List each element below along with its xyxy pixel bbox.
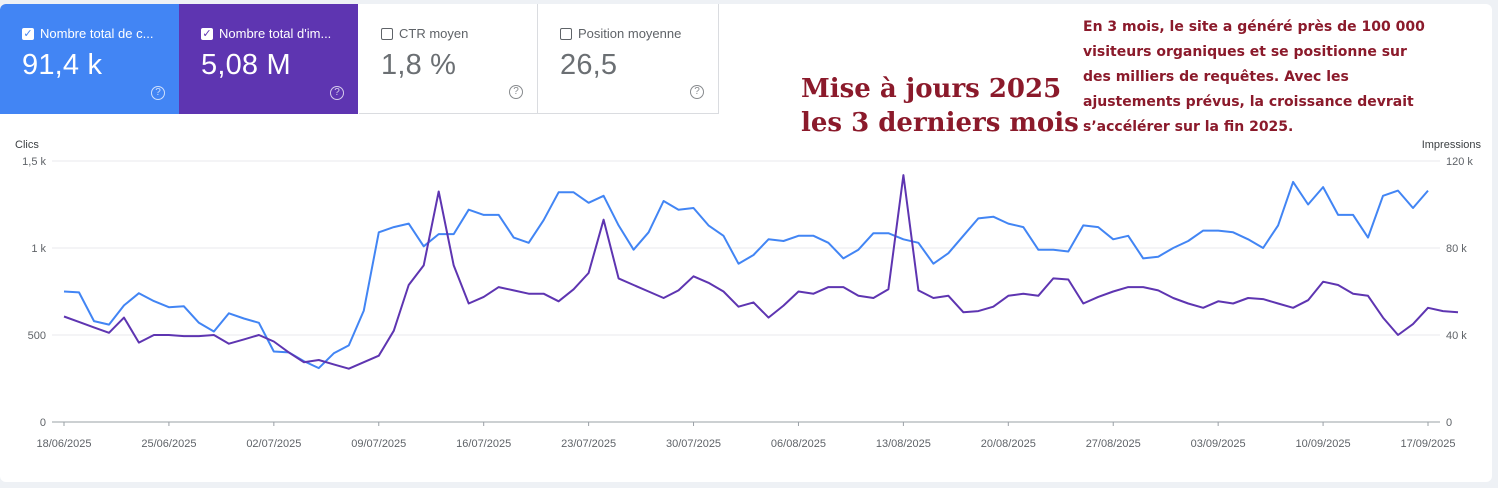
help-icon[interactable]: ? — [330, 86, 344, 100]
x-tick-label: 06/08/2025 — [771, 438, 826, 450]
annotation-body: En 3 mois, le site a généré près de 100 … — [1083, 19, 1425, 135]
x-tick-label: 13/08/2025 — [876, 438, 931, 450]
y-tick-right-label: 80 k — [1446, 243, 1467, 255]
x-tick-label: 20/08/2025 — [981, 438, 1036, 450]
x-tick-label: 09/07/2025 — [351, 438, 406, 450]
x-tick-label: 02/07/2025 — [246, 438, 301, 450]
metric-card-header: ✓ Nombre total de c... — [22, 26, 172, 41]
metric-card-ctr[interactable]: CTR moyen 1,8 % ? — [359, 4, 538, 114]
y-axis-right-title: Impressions — [1422, 139, 1482, 151]
x-tick-label: 16/07/2025 — [456, 438, 511, 450]
x-tick-label: 10/09/2025 — [1296, 438, 1351, 450]
metric-label: CTR moyen — [399, 26, 469, 41]
metric-card-header: Position moyenne — [560, 26, 710, 41]
metric-card-position[interactable]: Position moyenne 26,5 ? — [538, 4, 719, 114]
metric-label: Nombre total d'im... — [219, 26, 332, 41]
x-tick-label: 25/06/2025 — [141, 438, 196, 450]
help-icon[interactable]: ? — [151, 86, 165, 100]
metric-card-header: ✓ Nombre total d'im... — [201, 26, 351, 41]
x-tick-label: 27/08/2025 — [1086, 438, 1141, 450]
x-tick-label: 17/09/2025 — [1400, 438, 1455, 450]
metric-card-header: CTR moyen — [381, 26, 531, 41]
checkbox-checked-icon[interactable]: ✓ — [22, 27, 34, 40]
y-tick-left-label: 0 — [40, 417, 46, 429]
help-icon[interactable]: ? — [509, 85, 523, 99]
y-tick-right-label: 0 — [1446, 417, 1452, 429]
help-icon[interactable]: ? — [690, 85, 704, 99]
annotation-title: Mise à jours 2025 les 3 derniers mois — [801, 74, 1079, 138]
performance-line-chart: Clics Impressions 0 0 500 40 k 1 k 80 k 1,5 k 120… — [15, 139, 1482, 450]
y-tick-right-label: 120 k — [1446, 156, 1473, 168]
metric-card-clicks[interactable]: ✓ Nombre total de c... 91,4 k ? — [0, 4, 179, 114]
metric-label: Position moyenne — [578, 26, 682, 41]
y-tick-left-label: 1,5 k — [22, 156, 46, 168]
x-tick-label: 18/06/2025 — [36, 438, 91, 450]
metric-card-impressions[interactable]: ✓ Nombre total d'im... 5,08 M ? — [179, 4, 358, 114]
impressions-series-line[interactable] — [63, 174, 1459, 370]
x-tick-label: 23/07/2025 — [561, 438, 616, 450]
y-tick-right-label: 40 k — [1446, 330, 1467, 342]
metric-value: 1,8 % — [381, 49, 457, 81]
metric-value: 5,08 M — [201, 49, 291, 81]
x-tick-label: 30/07/2025 — [666, 438, 721, 450]
metric-label: Nombre total de c... — [40, 26, 154, 41]
metric-value: 26,5 — [560, 49, 618, 81]
checkbox-unchecked-icon[interactable] — [381, 27, 393, 40]
y-axis-left-title: Clics — [15, 139, 39, 151]
checkbox-unchecked-icon[interactable] — [560, 27, 572, 40]
x-tick-label: 03/09/2025 — [1191, 438, 1246, 450]
y-tick-left-label: 500 — [28, 330, 46, 342]
metric-value: 91,4 k — [22, 49, 103, 81]
y-tick-left-label: 1 k — [31, 243, 46, 255]
checkbox-checked-icon[interactable]: ✓ — [201, 27, 213, 40]
